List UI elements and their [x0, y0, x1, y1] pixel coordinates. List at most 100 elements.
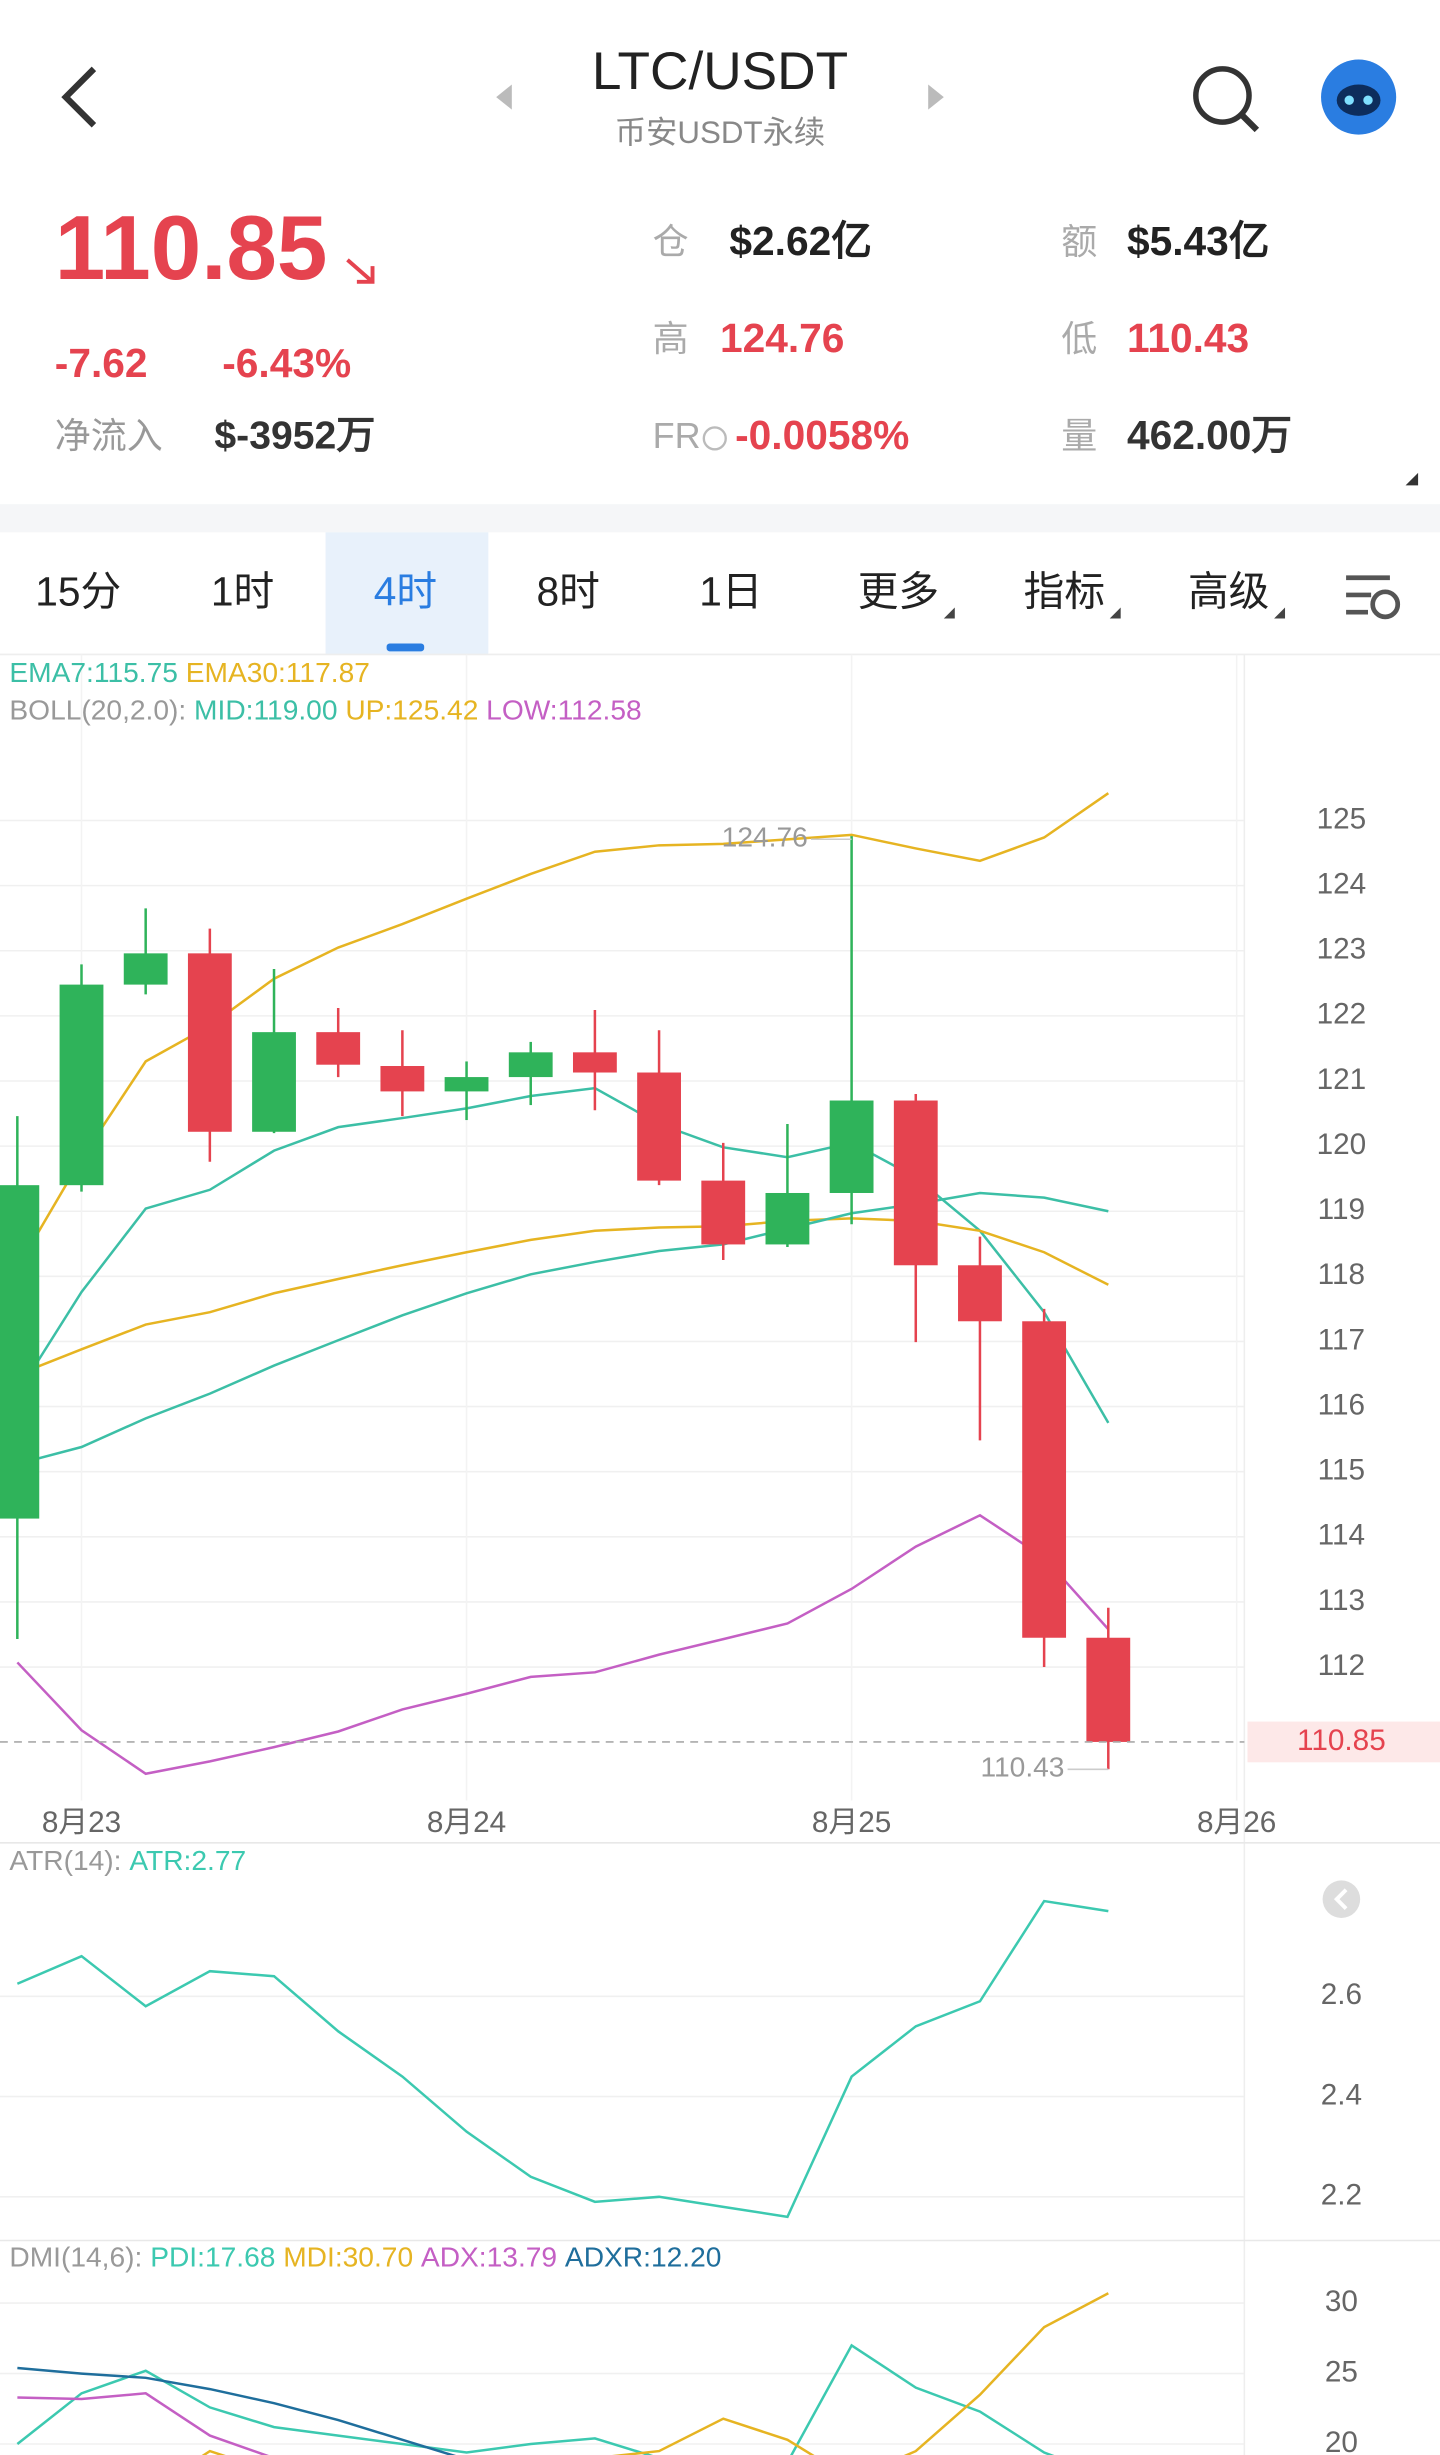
candle-body — [123, 953, 168, 985]
legend: ATR(14): ATR:2.77 — [9, 1845, 246, 1877]
y-tick-label: 2.2 — [1321, 2179, 1362, 2212]
collapse-button[interactable] — [1322, 1880, 1361, 1918]
last-price-box — [1247, 1721, 1440, 1763]
y-tick-label: 118 — [1318, 1258, 1365, 1291]
candle-body — [252, 1032, 296, 1132]
stat-label: 高 — [653, 318, 689, 359]
stat-value: 124.76 — [720, 315, 844, 361]
legend-item: ADX:13.79 — [421, 2241, 557, 2273]
y-tick-label: 113 — [1318, 1584, 1365, 1617]
candle-body — [893, 1100, 938, 1266]
dropdown-caret — [1274, 607, 1286, 619]
stat-value: -0.0058% — [735, 412, 909, 458]
indicator-line — [16, 1217, 1109, 1376]
stat-value: $2.62亿 — [729, 218, 871, 264]
legend-item: MDI:30.70 — [283, 2241, 413, 2273]
y-tick-label: 120 — [1317, 1128, 1367, 1161]
indicator-line — [17, 2392, 269, 2455]
candle-body — [444, 1077, 489, 1092]
y-tick-label: 124 — [1317, 867, 1367, 900]
search-button[interactable] — [1193, 66, 1260, 133]
y-tick-label: 123 — [1317, 933, 1367, 966]
candle-body — [1086, 1637, 1131, 1742]
back-button[interactable] — [61, 66, 97, 128]
stat-label: 仓 — [653, 221, 689, 262]
stat-value: $5.43亿 — [1127, 218, 1269, 264]
low-annotation: 110.43 — [980, 1751, 1064, 1783]
legend-title: DMI(14,6): — [9, 2241, 142, 2273]
tab[interactable]: 高级 — [1188, 569, 1269, 615]
y-tick-label: 125 — [1317, 802, 1367, 835]
y-tick-label: 117 — [1318, 1323, 1365, 1356]
legend-item: EMA7:115.75 — [9, 656, 178, 688]
candle-body — [701, 1180, 746, 1245]
legend: DMI(14,6): PDI:17.68 MDI:30.70 ADX:13.79 ADX… — [9, 2241, 721, 2273]
legend-title: BOLL(20,2.0): — [9, 694, 186, 726]
high-annotation: 124.76 — [722, 821, 808, 853]
price-change-pct: -6.43% — [222, 340, 351, 386]
indicator-line — [201, 2292, 1109, 2455]
tab[interactable]: 4时 — [374, 569, 437, 615]
net-inflow-label: 净流入 — [55, 415, 163, 456]
indicator-line — [16, 1086, 1110, 1424]
indicator-line — [17, 1191, 1109, 1466]
x-tick-label: 8月23 — [42, 1806, 121, 1839]
candle-body — [829, 1100, 874, 1193]
legend: EMA7:115.75 EMA30:117.87 — [9, 656, 369, 688]
expand-corner[interactable] — [1405, 472, 1419, 486]
prev-arrow[interactable] — [496, 84, 512, 110]
candle-body — [187, 953, 232, 1132]
y-tick-label: 112 — [1318, 1649, 1365, 1682]
y-tick-label: 30 — [1325, 2285, 1358, 2318]
legend: BOLL(20,2.0): MID:119.00 UP:125.42 LOW:112.… — [9, 694, 641, 726]
last-price-label: 110.85 — [1297, 1724, 1386, 1757]
indicator-line — [17, 2366, 457, 2455]
tab[interactable]: 更多 — [858, 569, 939, 615]
legend-title: ATR(14): — [9, 1845, 121, 1877]
candle-body — [1022, 1321, 1067, 1638]
legend-item: PDI:17.68 — [150, 2241, 275, 2273]
y-tick-label: 25 — [1325, 2355, 1358, 2388]
indicator-line — [16, 1899, 1109, 2219]
stat-label: 额 — [1061, 221, 1097, 262]
dropdown-caret — [1109, 607, 1121, 619]
stat-label: FR — [653, 415, 701, 456]
y-tick-label: 2.6 — [1321, 1978, 1362, 2011]
legend-item: ATR:2.77 — [129, 1845, 246, 1877]
tab[interactable]: 1时 — [211, 569, 274, 615]
stat-label: 低 — [1061, 318, 1097, 359]
tab[interactable]: 指标 — [1024, 569, 1105, 615]
x-tick-label: 8月26 — [1197, 1806, 1276, 1839]
y-tick-label: 121 — [1317, 1063, 1367, 1096]
x-tick-label: 8月25 — [812, 1806, 891, 1839]
y-tick-label: 116 — [1318, 1388, 1365, 1421]
separator — [0, 504, 1440, 533]
legend-item: ADXR:12.20 — [565, 2241, 721, 2273]
candle-body — [572, 1052, 617, 1073]
next-arrow[interactable] — [928, 84, 944, 110]
avatar[interactable] — [1321, 59, 1397, 135]
settings-icon[interactable] — [1346, 575, 1401, 620]
y-tick-label: 2.4 — [1321, 2078, 1362, 2111]
y-tick-label: 20 — [1325, 2426, 1358, 2455]
y-tick-label: 115 — [1318, 1454, 1365, 1487]
indicator-line — [16, 2343, 1055, 2455]
candle-body — [316, 1032, 361, 1065]
indicator-line — [16, 1513, 1110, 1776]
tab[interactable]: 15分 — [35, 569, 121, 615]
y-tick-label: 122 — [1317, 998, 1367, 1031]
pair-title: LTC/USDT — [592, 42, 848, 101]
stat-label: 量 — [1061, 415, 1097, 456]
tab[interactable]: 8时 — [537, 569, 600, 615]
plot — [16, 1899, 1109, 2219]
dropdown-caret — [943, 607, 955, 619]
candle-body — [0, 1185, 40, 1519]
stat-value: 110.43 — [1127, 315, 1249, 361]
y-tick-label: 114 — [1318, 1519, 1365, 1552]
plot — [0, 792, 1131, 1776]
plot — [16, 2292, 1109, 2455]
tab[interactable]: 1日 — [699, 569, 762, 615]
candle-body — [958, 1265, 1002, 1322]
